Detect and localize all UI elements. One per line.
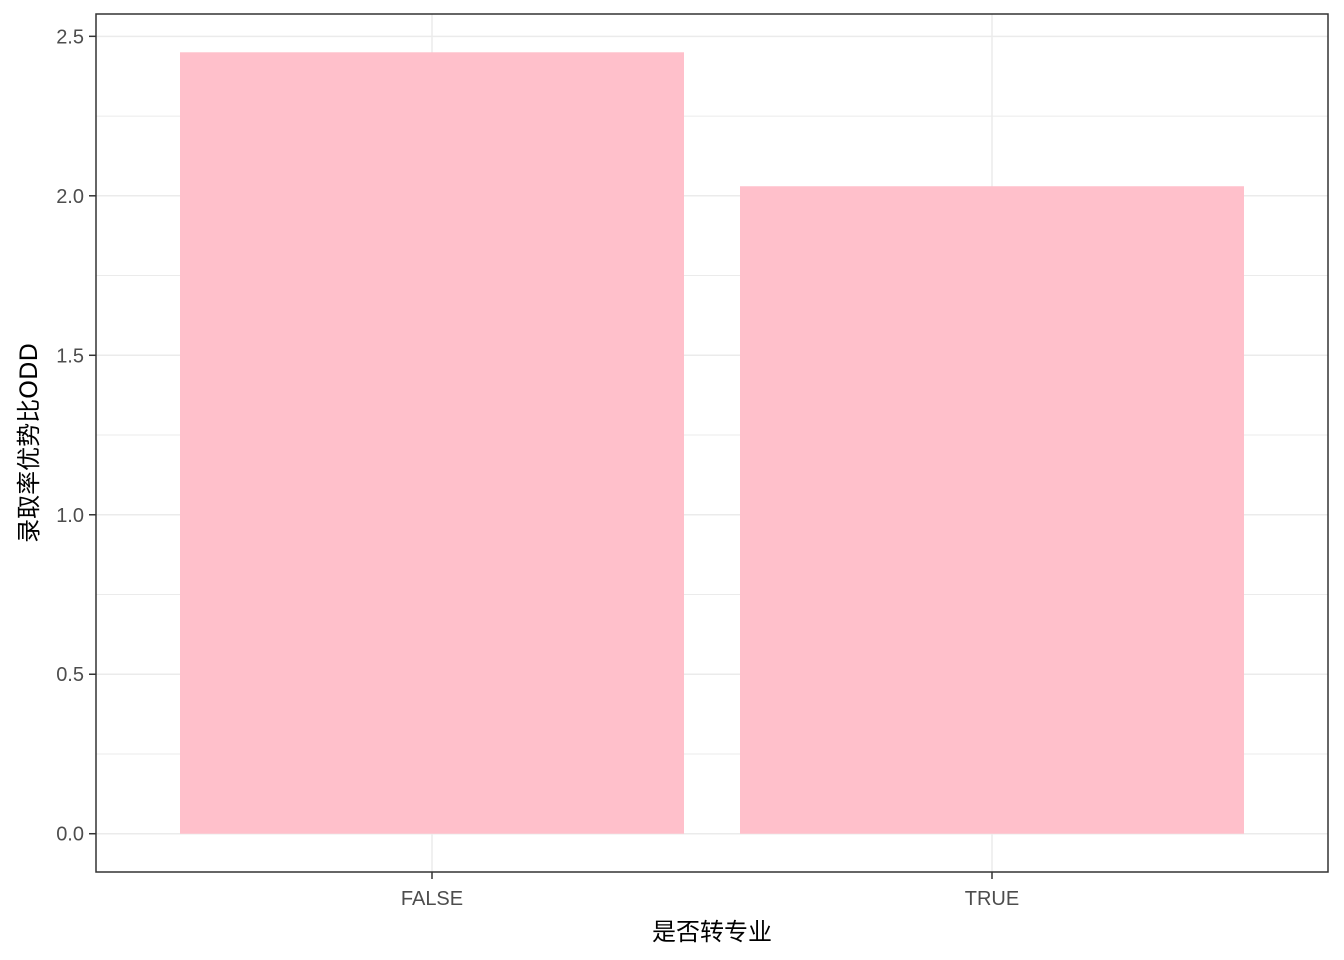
x-axis: FALSE TRUE <box>401 872 1019 910</box>
y-axis: 0.0 0.5 1.0 1.5 2.0 2.5 <box>56 26 96 846</box>
x-axis-title: 是否转专业 <box>652 918 772 946</box>
x-tick-label: FALSE <box>401 888 463 910</box>
x-tick-label: TRUE <box>965 888 1019 910</box>
y-axis-title: 录取率优势比ODD <box>15 343 43 543</box>
y-tick-label: 0.0 <box>56 824 84 846</box>
y-tick-label: 1.0 <box>56 505 84 527</box>
y-tick-label: 1.5 <box>56 345 84 367</box>
bars-layer <box>180 52 1244 834</box>
y-tick-label: 2.5 <box>56 26 84 48</box>
bar-true <box>740 186 1244 834</box>
panel-border <box>95 13 1329 873</box>
bar-false <box>180 52 684 834</box>
y-tick-label: 2.0 <box>56 186 84 208</box>
y-tick-label: 0.5 <box>56 664 84 686</box>
